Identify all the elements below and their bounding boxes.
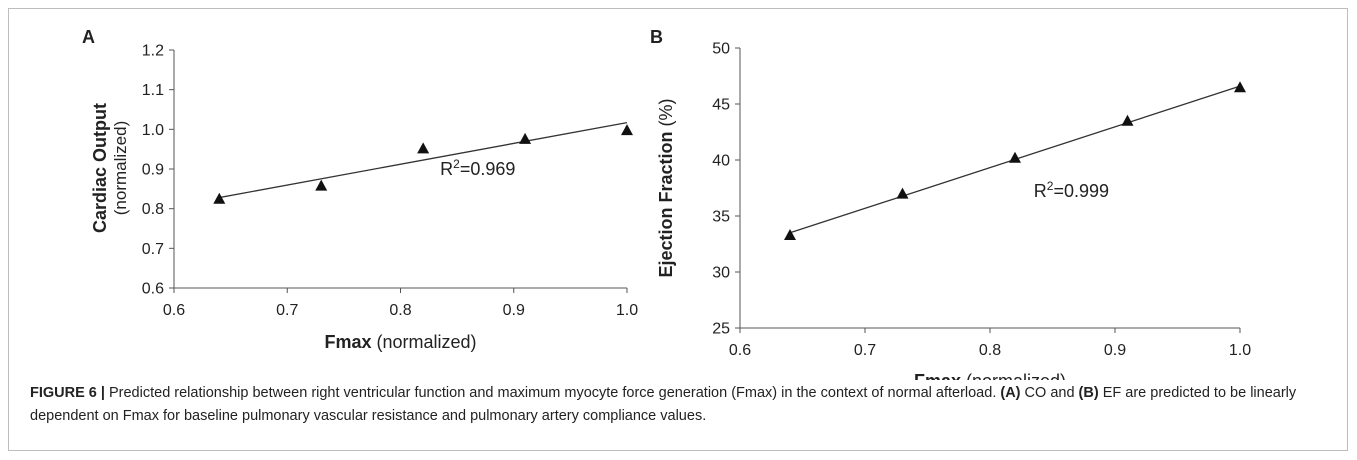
panel-b-x-tick-label: 0.7 xyxy=(854,342,876,359)
panel-a-x-axis-title: Fmax (normalized) xyxy=(324,332,476,352)
caption-ref-a: (A) xyxy=(1000,385,1021,401)
panel-b-label: B xyxy=(650,27,663,47)
panel-b-y-tick-label: 40 xyxy=(712,153,730,170)
panel-a-y-tick-label: 1.1 xyxy=(142,82,164,99)
panel-a-x-tick-label: 0.8 xyxy=(389,302,411,319)
figure-charts: 0.6 0.7 0.8 0.9 1.0 1.1 1.2 0.6 0.7 0.8 0.9 1.0 R2=0… xyxy=(82,27,1251,380)
panel-b-chart: 25 30 35 40 45 50 0.6 0.7 0.8 0.9 1.0 R2=0.999 B Fmax… xyxy=(650,27,1251,380)
panel-a-x-tick-label: 0.9 xyxy=(503,302,525,319)
caption-text-2: CO and xyxy=(1020,385,1079,401)
panel-a-y-tick-label: 0.6 xyxy=(142,281,164,298)
panel-a-data-point xyxy=(213,192,226,204)
panel-b-x-tick-label: 0.8 xyxy=(979,342,1001,359)
panel-a-trendline xyxy=(219,121,628,199)
panel-a-r2-annotation: R2=0.969 xyxy=(440,157,515,179)
panel-a-y-axis-title: Cardiac Output (normalized) xyxy=(90,103,130,233)
caption-label: FIGURE 6 | xyxy=(30,385,105,401)
panel-a-y-tick-label: 0.7 xyxy=(142,241,164,258)
panel-a-y-axis-title-main: Cardiac Output xyxy=(90,103,110,233)
panel-a-data-point xyxy=(417,142,430,154)
panel-a-chart: 0.6 0.7 0.8 0.9 1.0 1.1 1.2 0.6 0.7 0.8 0.9 1.0 R2=0… xyxy=(82,27,638,352)
figure-caption: FIGURE 6 | Predicted relationship betwee… xyxy=(30,382,1330,428)
caption-text-3: EF are predicted to be linearly dependen… xyxy=(30,385,1297,424)
panel-b-data-point xyxy=(1121,114,1134,126)
panel-a-data-point xyxy=(315,179,328,191)
panel-b-y-axis-title-text: Ejection Fraction (%) xyxy=(656,98,676,277)
panel-a-x-tick-label: 0.7 xyxy=(276,302,298,319)
panel-b-x-tick-label: 1.0 xyxy=(1229,342,1251,359)
panel-a-y-axis-title-unit: (normalized) xyxy=(111,121,130,215)
panel-b-y-tick-label: 30 xyxy=(712,265,730,282)
panel-b-data-point xyxy=(784,229,796,241)
caption-ref-b: (B) xyxy=(1078,385,1099,401)
panel-b-x-tick-label: 0.9 xyxy=(1104,342,1126,359)
panel-b-data-point xyxy=(1234,81,1246,93)
panel-b-r2-annotation: R2=0.999 xyxy=(1034,179,1109,201)
caption-text-1: Predicted relationship between right ven… xyxy=(104,385,1001,401)
panel-b-x-axis-title: Fmax (normalized) xyxy=(914,371,1066,380)
panel-b-data-point xyxy=(896,187,909,199)
panel-b-y-tick-label: 35 xyxy=(712,209,730,226)
figure-frame xyxy=(8,8,1348,451)
panel-a-y-tick-label: 0.9 xyxy=(142,162,164,179)
panel-b-x-tick-label: 0.6 xyxy=(729,342,751,359)
panel-b-y-axis-title: Ejection Fraction (%) xyxy=(656,98,676,277)
panel-a-x-tick-label: 0.6 xyxy=(163,302,185,319)
panel-a-x-tick-label: 1.0 xyxy=(616,302,638,319)
panel-a-y-tick-label: 1.2 xyxy=(142,43,164,60)
panel-a-data-point xyxy=(621,124,633,136)
panel-b-y-tick-label: 50 xyxy=(712,41,730,58)
panel-a-data-point xyxy=(519,132,532,144)
panel-b-y-tick-label: 45 xyxy=(712,97,730,114)
panel-b-y-tick-label: 25 xyxy=(712,321,730,338)
panel-b-data-point xyxy=(1009,151,1021,163)
panel-a-y-tick-label: 1.0 xyxy=(142,122,164,139)
panel-a-y-tick-label: 0.8 xyxy=(142,201,164,218)
panel-a-label: A xyxy=(82,27,95,47)
